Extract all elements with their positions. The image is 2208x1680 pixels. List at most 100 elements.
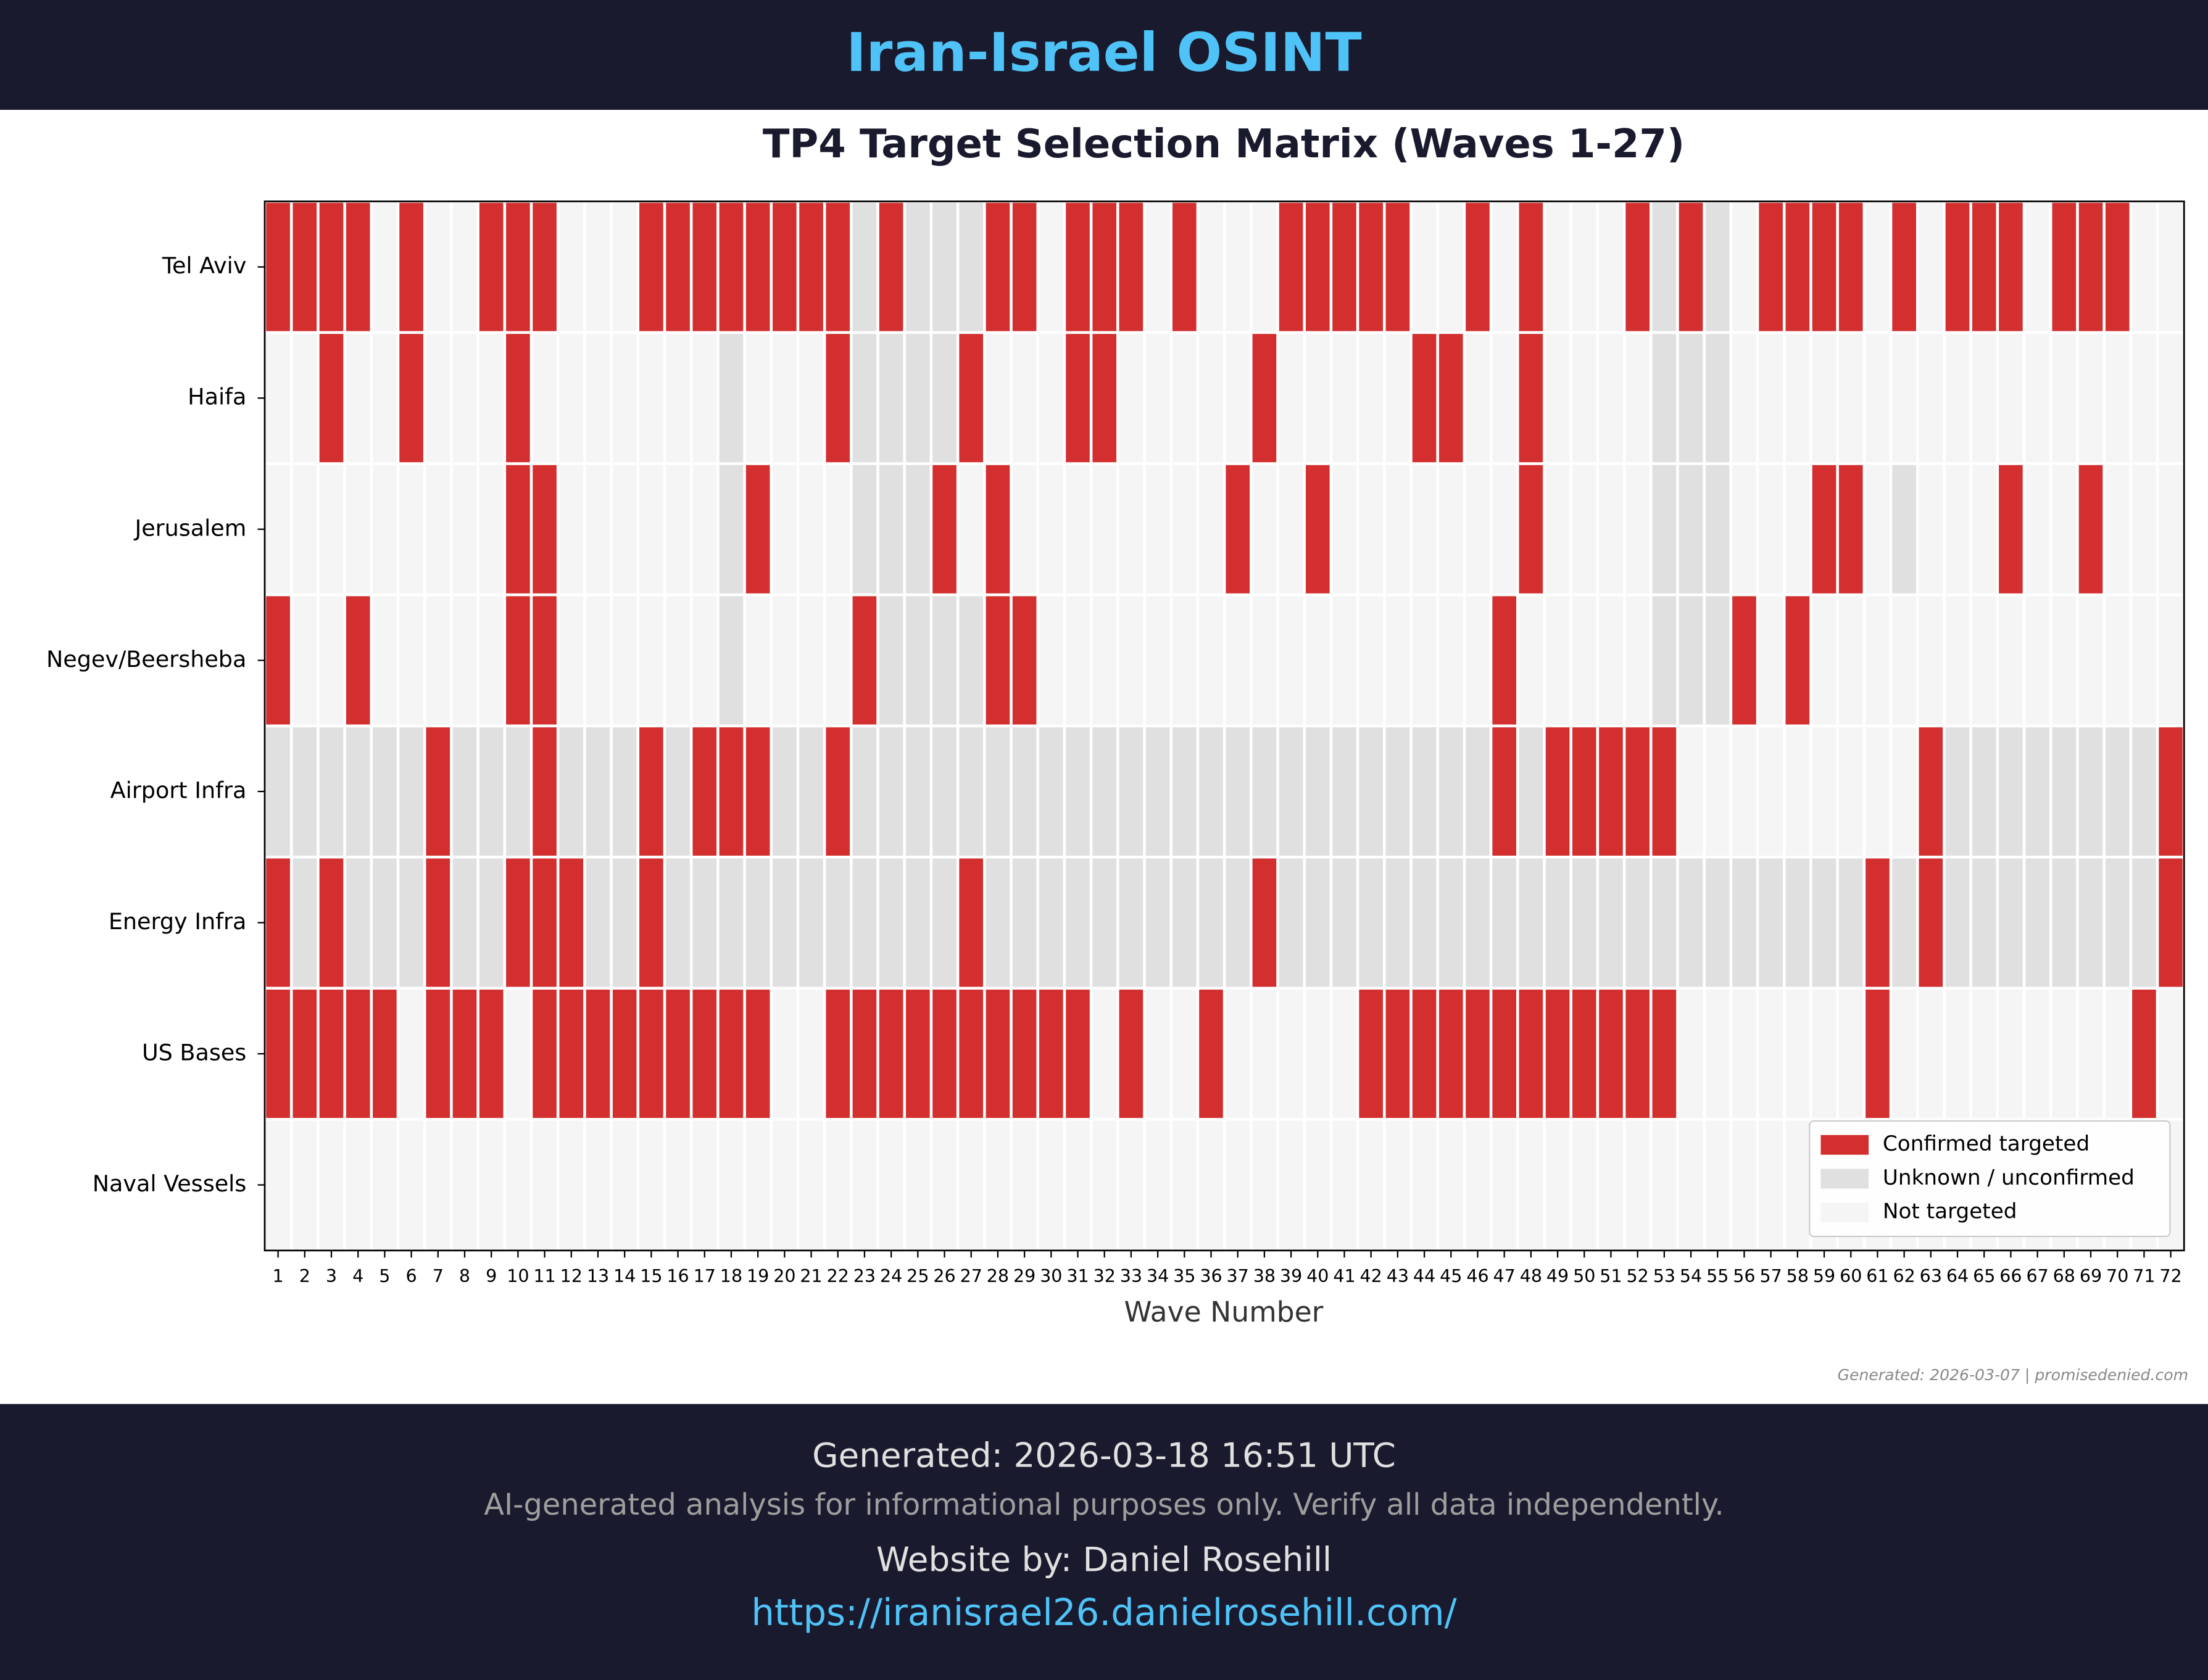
heatmap-cell — [773, 334, 797, 463]
heatmap-cell — [1625, 202, 1650, 331]
heatmap-cell — [1039, 465, 1063, 594]
heatmap-cell — [1572, 727, 1596, 856]
heatmap-cell — [986, 596, 1010, 725]
heatmap-cell — [586, 727, 610, 856]
heatmap-cell — [1866, 596, 1890, 725]
heatmap-cell — [1732, 202, 1756, 331]
heatmap-cell — [1492, 202, 1516, 331]
heatmap-cell — [1652, 858, 1677, 987]
x-tick-label: 56 — [1733, 1266, 1755, 1286]
heatmap-cell — [1652, 202, 1677, 331]
heatmap-cell — [1812, 990, 1837, 1119]
heatmap-cell — [2052, 202, 2077, 331]
x-tick-label: 15 — [640, 1266, 662, 1286]
heatmap-cell — [1705, 334, 1730, 463]
heatmap-cell — [1785, 202, 1810, 331]
heatmap-cell — [1945, 990, 1970, 1119]
heatmap-cell — [1759, 727, 1783, 856]
heatmap-cell — [773, 990, 797, 1119]
heatmap-cell — [266, 465, 290, 594]
heatmap-cell — [879, 990, 903, 1119]
heatmap-cell — [879, 334, 903, 463]
heatmap-cell — [1652, 990, 1677, 1119]
heatmap-cell — [1305, 1120, 1330, 1249]
heatmap-cell — [1572, 334, 1596, 463]
heatmap-cell — [1679, 858, 1703, 987]
heatmap-cell — [533, 990, 557, 1119]
x-tick-label: 5 — [379, 1266, 390, 1286]
heatmap-cell — [1492, 334, 1516, 463]
heatmap-cell — [1732, 465, 1756, 594]
heatmap-cell — [1305, 858, 1330, 987]
y-tick-label: Haifa — [188, 384, 246, 410]
footer-generated: Generated: 2026-03-18 16:51 UTC — [812, 1435, 1396, 1475]
heatmap-cell — [1119, 202, 1143, 331]
heatmap-cell — [2078, 334, 2103, 463]
heatmap-cell — [1812, 596, 1837, 725]
heatmap-cell — [799, 334, 823, 463]
footer-link[interactable]: https://iranisrael26.danielrosehill.com/ — [751, 1591, 1456, 1634]
x-tick-label: 70 — [2106, 1266, 2128, 1286]
heatmap-cell — [1652, 1120, 1677, 1249]
heatmap-cell — [319, 990, 344, 1119]
heatmap-cell — [2132, 990, 2156, 1119]
x-tick-label: 45 — [1440, 1266, 1462, 1286]
heatmap-cell — [1838, 858, 1863, 987]
heatmap-cell — [1145, 858, 1170, 987]
heatmap-cell — [1172, 596, 1197, 725]
heatmap-cell — [879, 202, 903, 331]
x-tick-label: 9 — [486, 1266, 497, 1286]
heatmap-cell — [293, 1120, 317, 1249]
x-tick-label: 19 — [747, 1266, 769, 1286]
heatmap-cell — [1438, 202, 1463, 331]
heatmap-cell — [2105, 727, 2130, 856]
heatmap-cell — [1066, 858, 1090, 987]
heatmap-cell — [612, 727, 637, 856]
heatmap-cell — [1252, 202, 1277, 331]
heatmap-cell — [1039, 990, 1063, 1119]
heatmap-cell — [1945, 596, 1970, 725]
heatmap-cell — [932, 596, 957, 725]
heatmap-cell — [2105, 334, 2130, 463]
heatmap-cell — [1519, 858, 1543, 987]
heatmap-cell — [2078, 465, 2103, 594]
heatmap-cell — [1092, 727, 1117, 856]
x-tick-label: 69 — [2080, 1266, 2102, 1286]
heatmap-cell — [2105, 465, 2130, 594]
heatmap-cell — [1332, 596, 1356, 725]
heatmap-cell — [399, 202, 423, 331]
legend-label: Confirmed targeted — [1883, 1132, 2090, 1156]
heatmap-cell — [986, 858, 1010, 987]
heatmap-cell — [266, 596, 290, 725]
heatmap-cell — [1625, 465, 1650, 594]
heatmap-cell — [986, 334, 1010, 463]
heatmap-cell — [1892, 990, 1916, 1119]
heatmap-cell — [1332, 465, 1356, 594]
x-tick-label: 24 — [880, 1266, 902, 1286]
heatmap-cell — [293, 596, 317, 725]
heatmap-cell — [639, 727, 663, 856]
heatmap-cell — [2159, 596, 2183, 725]
x-tick-label: 2 — [299, 1266, 310, 1286]
heatmap-cell — [2052, 596, 2077, 725]
heatmap-cell — [1892, 858, 1916, 987]
heatmap-cell — [426, 727, 450, 856]
heatmap-cell — [1919, 465, 1943, 594]
heatmap-cell — [1892, 596, 1916, 725]
heatmap-cell — [1359, 1120, 1384, 1249]
heatmap-cell — [879, 596, 903, 725]
heatmap-cell — [1119, 465, 1143, 594]
heatmap-cell — [1305, 202, 1330, 331]
heatmap-cell — [1625, 858, 1650, 987]
heatmap-cell — [719, 727, 744, 856]
heatmap-cell — [319, 202, 344, 331]
heatmap-cell — [1119, 334, 1143, 463]
heatmap-cell — [1838, 596, 1863, 725]
heatmap-cell — [1492, 727, 1516, 856]
heatmap-cell — [319, 334, 344, 463]
x-tick-label: 58 — [1787, 1266, 1809, 1286]
heatmap-cell — [666, 596, 690, 725]
heatmap-cell — [1866, 465, 1890, 594]
